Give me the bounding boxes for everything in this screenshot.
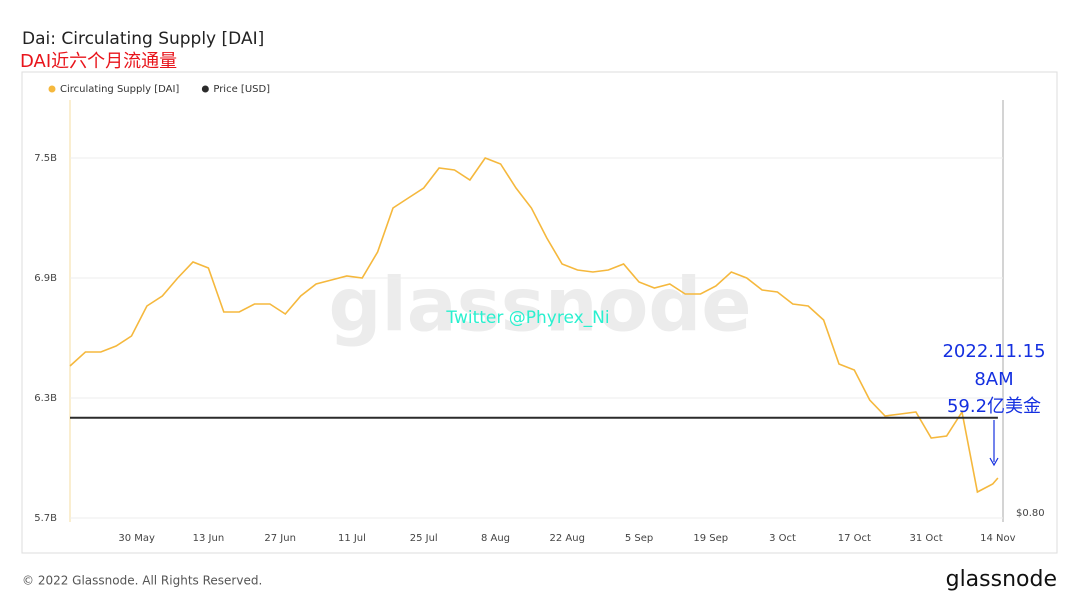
x-tick-label: 5 Sep xyxy=(625,533,653,544)
x-tick-label: 19 Sep xyxy=(693,533,728,544)
annotation: 8AM xyxy=(974,369,1013,390)
x-tick-label: 8 Aug xyxy=(481,533,510,544)
legend-label: Price [USD] xyxy=(213,84,270,95)
y-tick-label: 7.5B xyxy=(34,153,57,164)
legend-marker xyxy=(48,85,56,93)
annotation: Twitter @Phyrex_Ni xyxy=(445,308,609,328)
x-tick-label: 30 May xyxy=(118,533,155,544)
copyright: © 2022 Glassnode. All Rights Reserved. xyxy=(22,574,262,588)
x-tick-label: 14 Nov xyxy=(980,533,1016,544)
annotation: 2022.11.15 xyxy=(942,341,1045,362)
legend-label: Circulating Supply [DAI] xyxy=(60,84,179,95)
x-tick-label: 11 Jul xyxy=(338,533,366,544)
series-line xyxy=(69,157,999,494)
annotation: 59.2亿美金 xyxy=(947,396,1041,417)
arrow-head xyxy=(989,457,999,467)
x-tick-label: 31 Oct xyxy=(910,533,943,544)
logo: glassnode xyxy=(946,567,1057,592)
x-tick-label: 3 Oct xyxy=(769,533,796,544)
y-tick-label: 5.7B xyxy=(34,513,57,524)
y-tick-label: 6.9B xyxy=(34,273,57,284)
x-tick-label: 25 Jul xyxy=(410,533,438,544)
watermark: glassnode xyxy=(328,263,751,349)
chart-subtitle: DAI近六个月流通量 xyxy=(20,51,177,72)
x-tick-label: 27 Jun xyxy=(264,533,296,544)
legend-marker xyxy=(201,85,209,93)
x-tick-label: 22 Aug xyxy=(550,533,585,544)
chart-frame xyxy=(21,71,1058,554)
y2-tick-label: $0.80 xyxy=(1016,508,1045,519)
y-tick-label: 6.3B xyxy=(34,393,57,404)
x-tick-label: 17 Oct xyxy=(838,533,871,544)
x-tick-label: 13 Jun xyxy=(193,533,225,544)
chart-title: Dai: Circulating Supply [DAI] xyxy=(22,29,264,49)
